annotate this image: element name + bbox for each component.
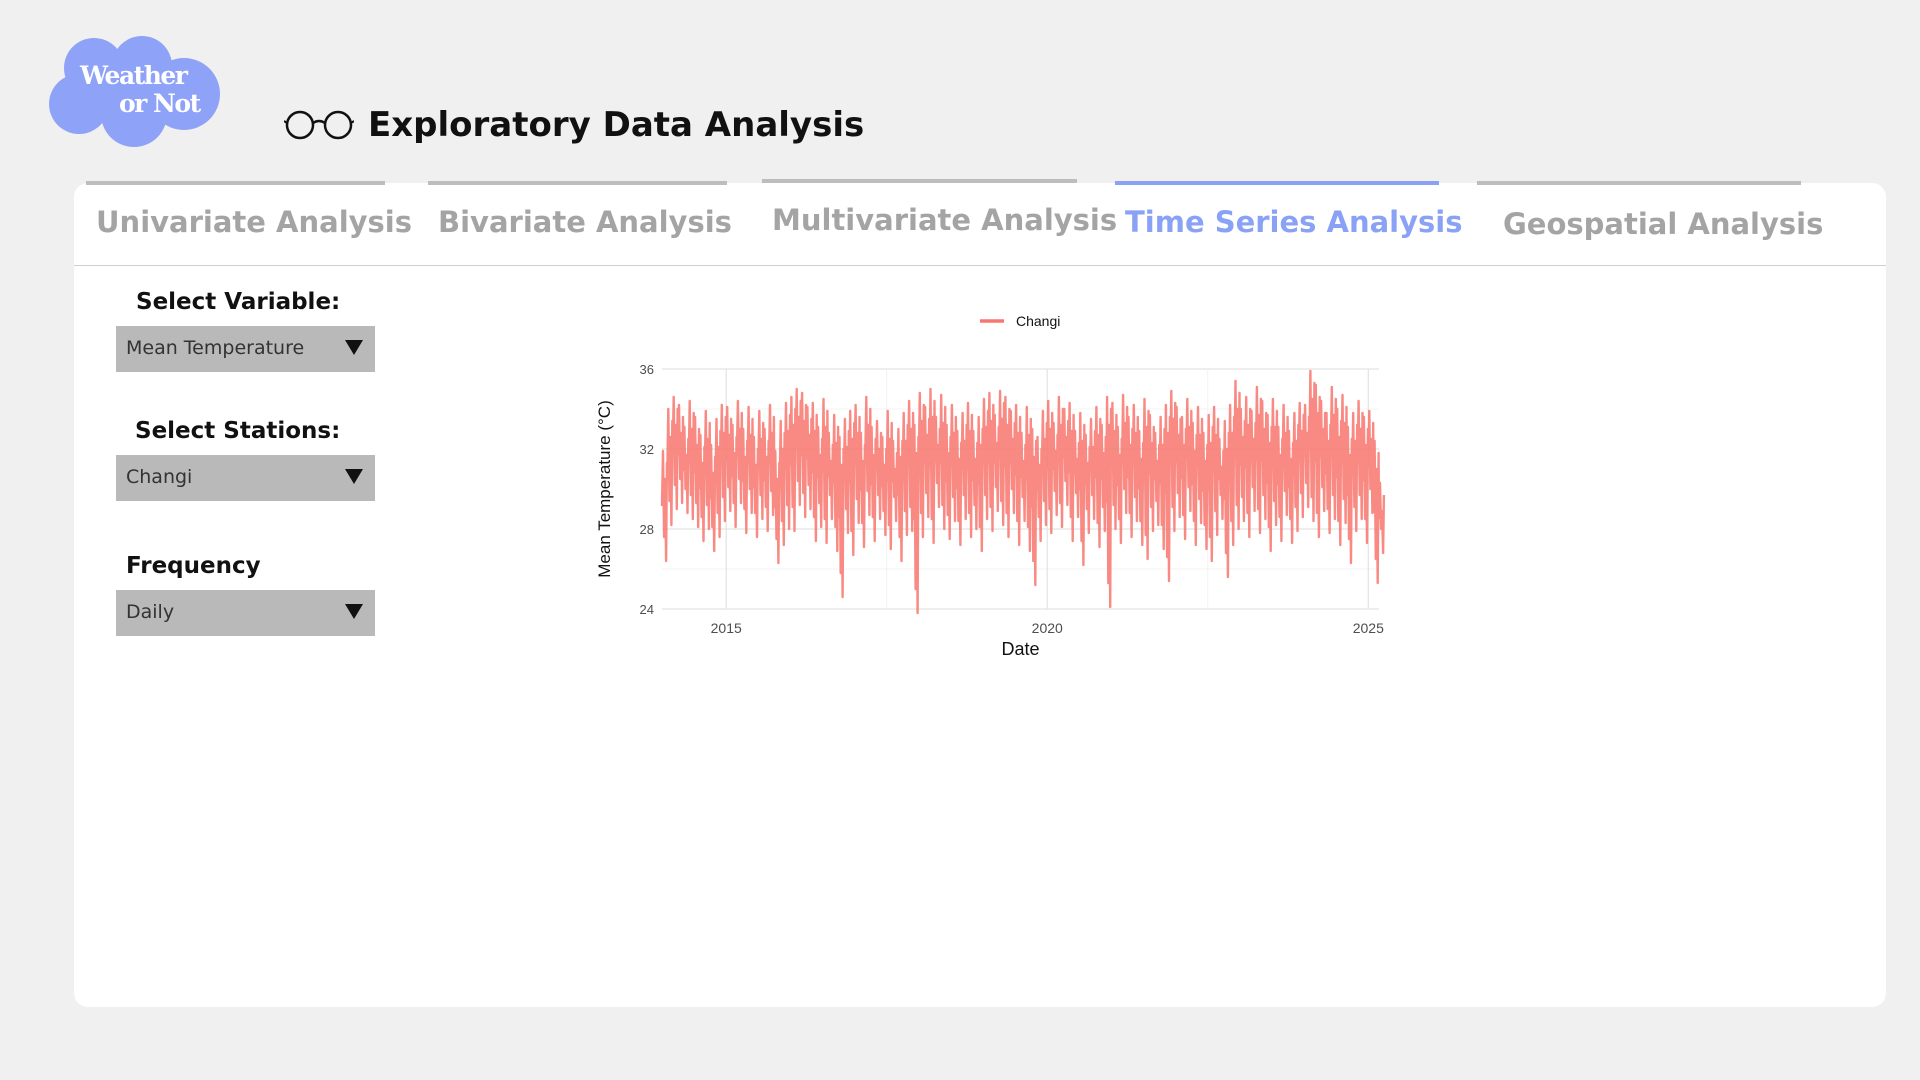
tab-multivariate-analysis[interactable]: Multivariate Analysis	[750, 179, 1117, 265]
time-series-chart: 24 28 32 36 2015 2020 2025 Date Mean Temperature…	[534, 313, 1414, 743]
dropdown-arrow-icon	[345, 604, 363, 619]
variable-select-value: Mean Temperature	[126, 337, 305, 359]
tab-indicator	[762, 179, 1077, 183]
tab-label: Geospatial Analysis	[1503, 207, 1824, 241]
main-panel: Univariate Analysis Bivariate Analysis M…	[74, 179, 1886, 1007]
stations-select[interactable]: Changi	[116, 455, 375, 501]
dropdown-arrow-icon	[345, 340, 363, 355]
y-tick-label: 28	[640, 522, 654, 537]
weather-or-not-logo: Weather or Not	[44, 30, 234, 150]
page-title: Exploratory Data Analysis	[368, 105, 865, 145]
logo-text-line1: Weather	[80, 61, 188, 90]
tab-label: Time Series Analysis	[1125, 205, 1463, 239]
variable-field: Select Variable: Mean Temperature	[116, 289, 386, 372]
tab-indicator	[1477, 181, 1801, 185]
legend-label-changi: Changi	[1016, 313, 1060, 329]
stations-label: Select Stations:	[135, 418, 341, 444]
glasses-icon	[284, 110, 354, 140]
y-tick-label: 32	[640, 442, 654, 457]
x-tick-label: 2015	[711, 620, 742, 636]
controls-sidebar: Select Variable: Mean Temperature Select…	[116, 289, 386, 636]
frequency-field: Frequency Daily	[116, 553, 386, 636]
stations-select-value: Changi	[126, 466, 193, 488]
tab-time-series-analysis[interactable]: Time Series Analysis	[1103, 181, 1463, 265]
tab-label: Bivariate Analysis	[438, 205, 732, 239]
tab-geospatial-analysis[interactable]: Geospatial Analysis	[1465, 181, 1823, 265]
frequency-select-value: Daily	[126, 601, 175, 623]
y-tick-label: 36	[640, 362, 654, 377]
x-tick-label: 2025	[1353, 620, 1384, 636]
chart-svg: 24 28 32 36 2015 2020 2025 Date Mean Temperature…	[595, 313, 1386, 659]
frequency-select[interactable]: Daily	[116, 590, 375, 636]
cloud-icon	[49, 36, 220, 147]
variable-label: Select Variable:	[136, 289, 341, 315]
x-tick-label: 2020	[1032, 620, 1063, 636]
tab-bar: Univariate Analysis Bivariate Analysis M…	[74, 179, 1886, 266]
y-axis-label: Mean Temperature (°C)	[595, 400, 614, 578]
frequency-label: Frequency	[126, 553, 261, 579]
tab-indicator	[428, 181, 727, 185]
series-line-changi	[660, 369, 1386, 615]
variable-select[interactable]: Mean Temperature	[116, 326, 375, 372]
page-header: Exploratory Data Analysis	[284, 100, 864, 150]
x-axis-label: Date	[1001, 639, 1039, 659]
tab-label: Multivariate Analysis	[772, 203, 1118, 237]
y-tick-label: 24	[640, 602, 654, 617]
tab-indicator	[1115, 181, 1439, 185]
tab-univariate-analysis[interactable]: Univariate Analysis	[74, 181, 412, 265]
tab-indicator	[86, 181, 385, 185]
stations-field: Select Stations: Changi	[116, 418, 386, 501]
dropdown-arrow-icon	[345, 469, 363, 484]
tab-label: Univariate Analysis	[96, 205, 413, 239]
logo-text-line2: or Not	[119, 89, 201, 118]
tab-bivariate-analysis[interactable]: Bivariate Analysis	[416, 181, 732, 265]
